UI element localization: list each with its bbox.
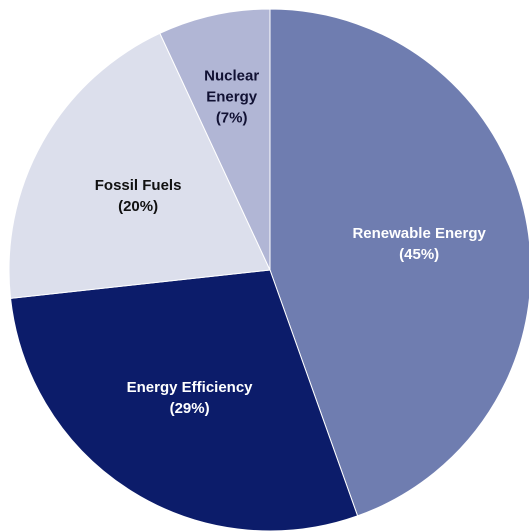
pie-slice bbox=[8, 32, 271, 299]
pie-slice bbox=[9, 269, 359, 531]
pie-slice bbox=[269, 8, 529, 517]
slice-value: (45%) bbox=[399, 246, 440, 264]
slice-label: Nuclear Energy (7%) bbox=[197, 65, 267, 128]
slice-value: (7%) bbox=[215, 109, 248, 127]
slice-name: Fossil Fuels bbox=[94, 176, 182, 194]
slice-name: Energy Efficiency bbox=[126, 379, 253, 397]
slice-label: Renewable Energy (45%) bbox=[334, 223, 504, 265]
slice-name: Nuclear Energy bbox=[204, 67, 260, 106]
slice-label: Energy Efficiency (29%) bbox=[105, 377, 275, 419]
slice-label: Fossil Fuels (20%) bbox=[53, 175, 223, 217]
slice-value: (29%) bbox=[169, 400, 210, 418]
slice-name: Renewable Energy bbox=[352, 225, 486, 243]
slice-value: (20%) bbox=[118, 197, 159, 215]
pie-slice bbox=[159, 8, 271, 271]
